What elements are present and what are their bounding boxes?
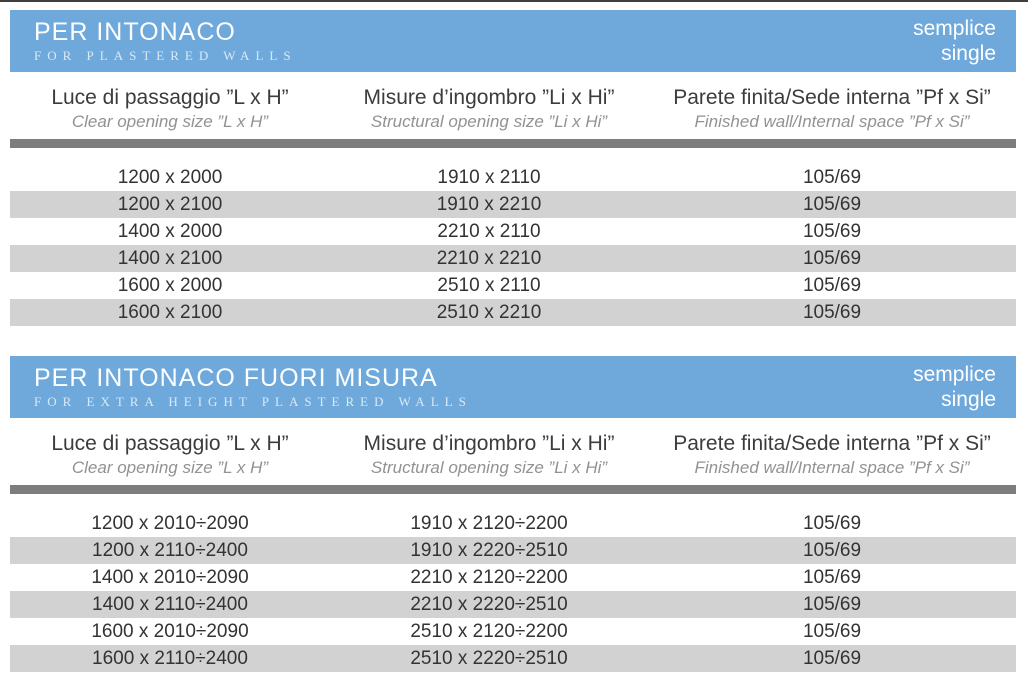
table-row: 1400 x 2110÷2400 2210 x 2220÷2510 105/69 [10,591,1016,618]
section-title-english: FOR PLASTERED WALLS [34,47,297,63]
section-per-intonaco-fuori-misura: PER INTONACO FUORI MISURA FOR EXTRA HEIG… [10,356,1016,672]
table-row: 1400 x 2100 2210 x 2210 105/69 [10,245,1016,272]
catalog-page: PER INTONACO FOR PLASTERED WALLS semplic… [10,10,1016,672]
variant-label-english: single [941,388,996,411]
section-banner: PER INTONACO FUORI MISURA FOR EXTRA HEIG… [10,356,1016,418]
column-headers: Luce di passaggio ”L x H” Clear opening … [10,85,1016,132]
column-headers: Luce di passaggio ”L x H” Clear opening … [10,431,1016,478]
column-header-clear-opening: Luce di passaggio ”L x H” Clear opening … [51,86,289,131]
table-row: 1200 x 2110÷2400 1910 x 2220÷2510 105/69 [10,537,1016,564]
size-table: 1200 x 2000 1910 x 2110 105/69 1200 x 21… [10,164,1016,326]
header-divider-bar [10,139,1016,148]
table-row: 1600 x 2110÷2400 2510 x 2220÷2510 105/69 [10,645,1016,672]
table-row: 1600 x 2010÷2090 2510 x 2120÷2200 105/69 [91,621,862,642]
page-top-edge-line [0,0,1028,2]
column-header-clear-opening: Luce di passaggio ”L x H” Clear opening … [51,432,289,477]
section-title-english: FOR EXTRA HEIGHT PLASTERED WALLS [34,393,472,409]
variant-label-italian: semplice [913,17,996,40]
column-header-structural-opening: Misure d’ingombro ”Li x Hi” Structural o… [363,86,615,131]
size-table: 1200 x 2010÷2090 1910 x 2120÷2200 105/69… [10,510,1016,672]
table-row: 1200 x 2010÷2090 1910 x 2120÷2200 105/69 [91,513,862,534]
table-row: 1200 x 2000 1910 x 2110 105/69 [117,167,862,188]
variant-label-italian: semplice [913,363,996,386]
section-title-italian: PER INTONACO [34,17,236,46]
section-banner: PER INTONACO FOR PLASTERED WALLS semplic… [10,10,1016,72]
header-divider-bar [10,485,1016,494]
table-row: 1400 x 2010÷2090 2210 x 2120÷2200 105/69 [91,567,862,588]
column-header-structural-opening: Misure d’ingombro ”Li x Hi” Structural o… [363,432,615,477]
variant-label-english: single [941,42,996,65]
table-row: 1600 x 2000 2510 x 2110 105/69 [117,275,862,296]
table-row: 1200 x 2100 1910 x 2210 105/69 [10,191,1016,218]
table-row: 1400 x 2000 2210 x 2110 105/69 [117,221,862,242]
section-title-italian: PER INTONACO FUORI MISURA [34,363,438,392]
table-row: 1600 x 2100 2510 x 2210 105/69 [10,299,1016,326]
column-header-finished-wall: Parete finita/Sede interna ”Pf x Si” Fin… [673,432,991,477]
column-header-finished-wall: Parete finita/Sede interna ”Pf x Si” Fin… [673,86,991,131]
section-per-intonaco: PER INTONACO FOR PLASTERED WALLS semplic… [10,10,1016,326]
